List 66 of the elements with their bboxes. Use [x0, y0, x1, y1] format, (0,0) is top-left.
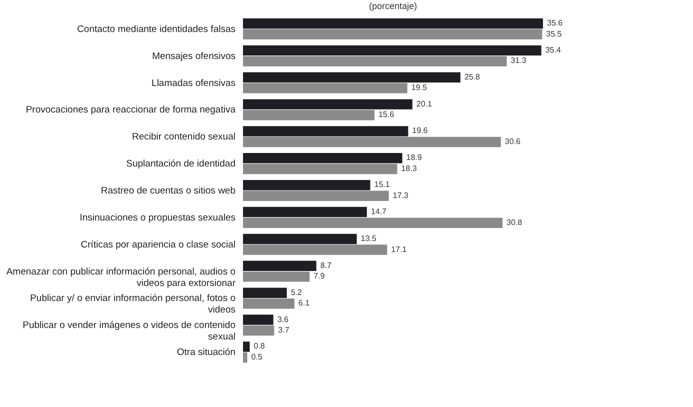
y-tick-label: Críticas por apariencia o clase social — [80, 239, 236, 250]
y-tick-label: Rastreo de cuentas o sitios web — [100, 186, 236, 196]
data-label: 20.1 — [416, 99, 433, 108]
bar — [243, 352, 248, 363]
data-label: 35.4 — [545, 45, 562, 54]
data-label: 30.8 — [506, 218, 523, 227]
y-tick-label: Recibir contenido sexual — [132, 132, 236, 143]
data-label: 6.1 — [298, 298, 310, 308]
data-label: 18.3 — [401, 164, 418, 173]
y-tick-label: Publicar o vender imágenes o videos de contenido sexual — [22, 320, 236, 343]
bar — [243, 164, 398, 174]
data-label: 3.6 — [277, 314, 290, 324]
bar — [243, 72, 460, 82]
bar — [243, 260, 316, 272]
bar — [243, 325, 274, 336]
bar — [243, 29, 542, 40]
y-tick-label: Insinuaciones o propuestas sexuales — [80, 212, 236, 224]
data-label: 7.9 — [314, 272, 326, 281]
data-label: 25.8 — [464, 72, 481, 82]
data-label: 17.3 — [392, 190, 409, 200]
bar — [243, 234, 357, 244]
bar — [243, 99, 412, 110]
y-tick-label: Otra situación — [176, 347, 236, 358]
data-label: 8.7 — [320, 260, 332, 270]
bar — [243, 314, 274, 325]
data-label: 18.9 — [406, 153, 422, 162]
data-label: 13.5 — [360, 234, 377, 243]
data-label: 35.5 — [546, 29, 562, 38]
bar — [243, 342, 250, 352]
bar — [243, 136, 501, 148]
data-label: 17.1 — [391, 244, 408, 254]
data-label: 30.6 — [504, 137, 521, 146]
bar — [243, 110, 374, 120]
data-label: 0.5 — [251, 352, 263, 362]
bar — [243, 56, 507, 66]
bar — [243, 83, 408, 94]
data-label: 0.8 — [254, 342, 266, 351]
bar — [243, 45, 542, 56]
bar — [243, 218, 503, 228]
bar — [243, 18, 543, 29]
data-label: 14.7 — [370, 207, 387, 216]
y-tick-label: Provocaciones para reaccionar de forma negativa — [26, 104, 236, 116]
y-tick-label: Mensajes ofensivos — [152, 50, 236, 62]
bar — [243, 206, 367, 218]
bar — [243, 190, 389, 202]
data-label: 15.6 — [378, 110, 395, 120]
bar — [243, 153, 402, 164]
bar — [243, 272, 310, 282]
y-tick-label: Amenazar con publicar información personal, audios o videos para extorsionar — [6, 266, 236, 289]
bar — [243, 298, 294, 309]
y-tick-label: Llamadas ofensivas — [152, 78, 236, 89]
data-label: 15.1 — [374, 180, 390, 190]
bar — [243, 244, 388, 255]
bar — [243, 126, 408, 136]
data-label: 31.3 — [510, 56, 527, 66]
data-label: 19.5 — [411, 83, 428, 92]
data-label: 3.7 — [278, 326, 290, 335]
chart-title: (porcentaje) — [368, 1, 418, 11]
y-tick-label: Contacto mediante identidades falsas — [77, 24, 236, 35]
data-label: 19.6 — [412, 126, 428, 136]
bar — [243, 288, 287, 298]
bar — [243, 180, 370, 190]
y-tick-label: Suplantación de identidad — [126, 158, 236, 170]
data-label: 5.2 — [290, 288, 302, 297]
y-tick-label: Publicar y/ o enviar información personal, fotos o videos — [30, 293, 236, 316]
data-label: 35.6 — [547, 18, 564, 28]
